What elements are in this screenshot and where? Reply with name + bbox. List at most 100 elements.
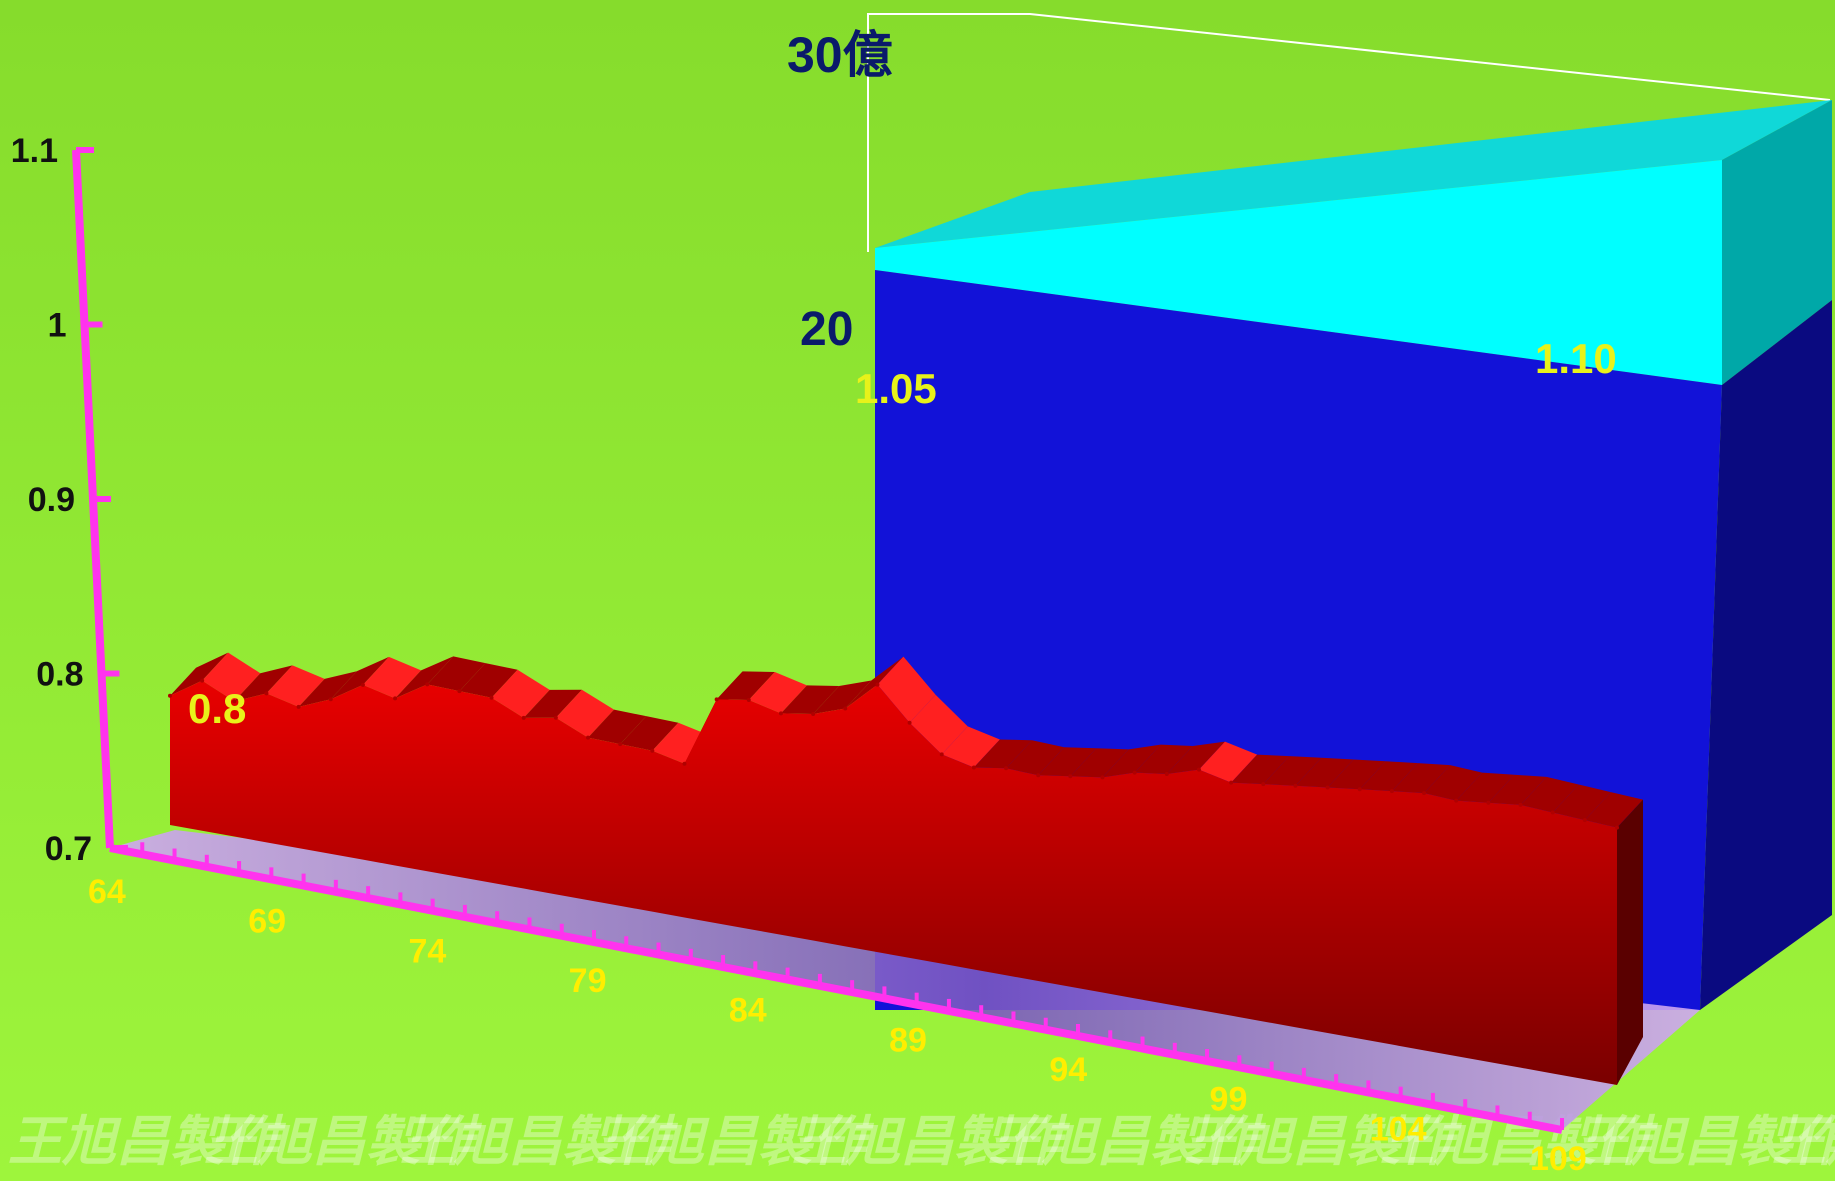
area-top-ribbon (652, 722, 711, 764)
back-block-side (1722, 100, 1832, 385)
data-point (1422, 791, 1427, 796)
area-top-ribbon (909, 694, 968, 755)
area-top-ribbon (1006, 740, 1065, 776)
data-point (650, 748, 655, 753)
data-point (264, 691, 269, 696)
area-top-ribbon (1198, 741, 1258, 783)
data-label-first: 0.8 (188, 685, 246, 732)
area-top-ribbon (1134, 744, 1193, 774)
area-top-ribbon (588, 709, 647, 745)
area-top-ribbon (620, 716, 679, 751)
data-point (1004, 766, 1009, 771)
area-top-ribbon (1391, 763, 1451, 794)
area-top-ribbon (1520, 776, 1579, 813)
x-tick-label: 109 (1530, 1140, 1587, 1178)
x-tick-label: 99 (1210, 1081, 1248, 1119)
area-top-ribbon (330, 656, 389, 700)
area-top-ribbon (716, 671, 775, 700)
data-point (360, 682, 365, 687)
y-tick-label: 1.1 (11, 132, 58, 170)
area-top-ribbon (1263, 756, 1322, 786)
data-point (746, 697, 751, 702)
area-top-ribbon (1102, 744, 1161, 778)
x-axis-ticks: 64 69 74 79 84 89 94 99 104 109 (88, 836, 1587, 1178)
x-tick-label: 69 (248, 903, 286, 941)
data-point (1615, 825, 1619, 830)
x-tick-label: 89 (889, 1021, 927, 1059)
data-point (328, 697, 333, 702)
area-top-ribbon (1552, 784, 1611, 821)
watermark-text: 王旭昌製作 (988, 1112, 1267, 1172)
x-tick-label: 64 (88, 873, 126, 911)
watermark-text: 王旭昌製作 (1576, 1112, 1835, 1172)
data-point (1132, 770, 1137, 775)
area-top-ribbon (941, 726, 1000, 768)
data-point (1357, 787, 1362, 792)
area-front-face (170, 680, 1617, 1085)
data-point (1196, 767, 1201, 772)
data-point (778, 711, 783, 716)
area-top-ribbon (1166, 741, 1225, 774)
area-top-ribbon (1327, 759, 1386, 790)
data-point (586, 735, 591, 740)
area-top-ribbon (1295, 757, 1354, 788)
x-axis-line (109, 844, 1563, 1134)
data-point (1582, 818, 1587, 823)
area-top-ribbon (266, 665, 325, 707)
data-point (232, 699, 237, 704)
data-point (168, 693, 172, 698)
data-point (1293, 783, 1298, 788)
area-top-ribbon (813, 680, 872, 715)
watermark-text: 王旭昌製作 (792, 1112, 1071, 1172)
area-top-ribbon (491, 669, 550, 718)
back-block-right-side (1700, 300, 1832, 1010)
x-tick-label: 79 (569, 962, 607, 1000)
back-axis-label-20: 20 (800, 303, 853, 356)
back-block-top-face (875, 160, 1722, 385)
area-top-ribbon (202, 652, 261, 702)
y-tick-label: 1 (48, 307, 67, 345)
area-top-ribbon (1231, 754, 1290, 785)
watermark-text: 王旭昌製作 (1772, 1112, 1835, 1172)
data-point (1518, 802, 1523, 807)
watermark-text: 王旭昌製作 (204, 1112, 483, 1172)
area-top-ribbon (877, 656, 936, 723)
watermark-text: 王旭昌製作 (1184, 1112, 1463, 1172)
data-point (875, 682, 880, 687)
area-top-ribbon (1038, 747, 1097, 777)
data-point (1325, 785, 1330, 790)
area-top-ribbon (1359, 761, 1418, 792)
x-tick-label: 104 (1370, 1110, 1427, 1148)
data-point (457, 689, 462, 694)
x-tick-label: 84 (729, 992, 767, 1030)
data-point (714, 697, 719, 702)
area-series (168, 652, 1643, 1085)
area-top-ribbon (1424, 765, 1483, 801)
area-top-ribbon (1584, 792, 1643, 828)
data-point (425, 682, 430, 687)
watermark-row: 王旭昌製作王旭昌製作王旭昌製作王旭昌製作王旭昌製作王旭昌製作王旭昌製作王旭昌製作… (8, 1112, 1835, 1172)
data-point (1164, 771, 1169, 776)
floor-plane (110, 830, 1700, 1130)
data-point (489, 695, 494, 700)
data-point (1454, 798, 1459, 803)
area-top-ribbon (362, 656, 422, 699)
x-tick-label: 74 (408, 932, 446, 970)
data-point (971, 765, 976, 770)
area-top-ribbon (973, 739, 1033, 769)
data-label-last: 1.10 (1535, 335, 1617, 382)
area-top-ribbon (555, 689, 615, 738)
data-point (811, 712, 816, 717)
data-point (618, 742, 623, 747)
area-right-side (1617, 799, 1643, 1085)
watermark-text: 王旭昌製作 (596, 1112, 875, 1172)
area-top-ribbon (1070, 748, 1129, 778)
data-point (1100, 775, 1105, 780)
back-frame-line (867, 13, 1831, 252)
area-top-ribbon (845, 656, 904, 709)
area-top-ribbon (748, 671, 807, 714)
data-point (682, 761, 687, 766)
area-top-ribbon (1488, 774, 1547, 805)
data-point (1068, 774, 1073, 779)
data-point (1229, 780, 1234, 785)
